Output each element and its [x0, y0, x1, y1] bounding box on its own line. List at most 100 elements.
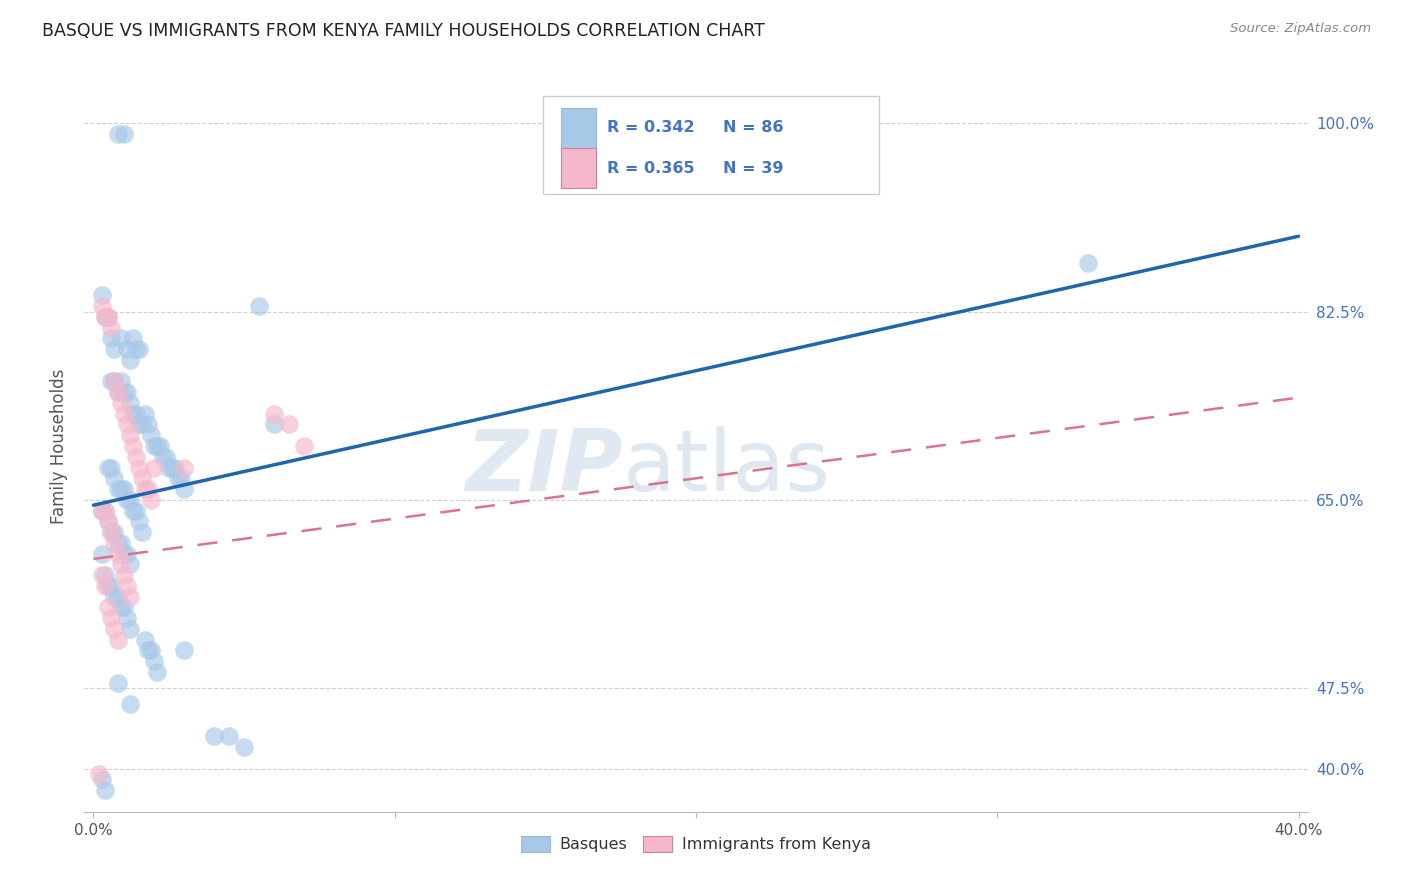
Point — [118, 492, 141, 507]
Point — [100, 320, 122, 334]
Point — [136, 417, 159, 432]
Point — [173, 460, 195, 475]
Point — [97, 514, 120, 528]
Point — [110, 558, 132, 572]
Point — [170, 471, 193, 485]
Point — [112, 385, 135, 400]
Text: Source: ZipAtlas.com: Source: ZipAtlas.com — [1230, 22, 1371, 36]
Point — [100, 524, 122, 539]
Text: atlas: atlas — [623, 426, 831, 509]
Legend: Basques, Immigrants from Kenya: Basques, Immigrants from Kenya — [515, 830, 877, 859]
Point — [202, 730, 225, 744]
Point — [142, 439, 165, 453]
Point — [121, 407, 143, 421]
Point — [136, 643, 159, 657]
Point — [115, 385, 138, 400]
Point — [139, 428, 162, 442]
Point — [124, 342, 146, 356]
Point — [112, 407, 135, 421]
Point — [112, 568, 135, 582]
Point — [166, 471, 188, 485]
Point — [218, 730, 240, 744]
Point — [118, 622, 141, 636]
Point — [107, 482, 129, 496]
Point — [173, 643, 195, 657]
Point — [292, 439, 315, 453]
Point — [139, 643, 162, 657]
Point — [233, 740, 256, 755]
Point — [103, 342, 125, 356]
Point — [115, 547, 138, 561]
Text: N = 39: N = 39 — [723, 161, 783, 176]
Point — [97, 460, 120, 475]
Point — [107, 385, 129, 400]
Point — [142, 460, 165, 475]
Point — [107, 632, 129, 647]
Point — [103, 536, 125, 550]
Point — [91, 288, 114, 302]
Point — [97, 310, 120, 324]
Point — [134, 632, 156, 647]
Point — [110, 600, 132, 615]
Text: N = 86: N = 86 — [723, 120, 783, 136]
Point — [107, 127, 129, 141]
Point — [128, 460, 150, 475]
Point — [103, 471, 125, 485]
Point — [134, 407, 156, 421]
Y-axis label: Family Households: Family Households — [51, 368, 69, 524]
Point — [115, 417, 138, 432]
Point — [118, 428, 141, 442]
Point — [91, 547, 114, 561]
Point — [124, 503, 146, 517]
Point — [131, 417, 153, 432]
Point — [91, 503, 114, 517]
Point — [118, 396, 141, 410]
Point — [91, 772, 114, 787]
Point — [100, 524, 122, 539]
Point — [247, 299, 270, 313]
Point — [94, 579, 117, 593]
Point — [115, 492, 138, 507]
Point — [91, 299, 114, 313]
Point — [91, 503, 114, 517]
Point — [121, 503, 143, 517]
Point — [94, 503, 117, 517]
Point — [128, 417, 150, 432]
Point — [107, 675, 129, 690]
Point — [157, 460, 180, 475]
Point — [142, 654, 165, 668]
Point — [112, 600, 135, 615]
Point — [118, 558, 141, 572]
Point — [112, 482, 135, 496]
FancyBboxPatch shape — [561, 108, 596, 148]
Point — [97, 600, 120, 615]
Point — [131, 471, 153, 485]
Point — [128, 514, 150, 528]
Point — [115, 342, 138, 356]
Point — [115, 611, 138, 625]
Point — [100, 375, 122, 389]
Point — [94, 310, 117, 324]
Point — [263, 407, 285, 421]
Point — [263, 417, 285, 432]
Point — [124, 407, 146, 421]
Text: BASQUE VS IMMIGRANTS FROM KENYA FAMILY HOUSEHOLDS CORRELATION CHART: BASQUE VS IMMIGRANTS FROM KENYA FAMILY H… — [42, 22, 765, 40]
Point — [128, 342, 150, 356]
Point — [107, 590, 129, 604]
Point — [100, 460, 122, 475]
Point — [145, 665, 167, 679]
Point — [118, 590, 141, 604]
Point — [103, 622, 125, 636]
Point — [149, 439, 172, 453]
Point — [107, 385, 129, 400]
Point — [89, 767, 111, 781]
Point — [1077, 256, 1099, 270]
Point — [118, 697, 141, 711]
Point — [97, 514, 120, 528]
Point — [139, 492, 162, 507]
Point — [91, 568, 114, 582]
Point — [100, 579, 122, 593]
Point — [121, 439, 143, 453]
Point — [100, 611, 122, 625]
Point — [97, 579, 120, 593]
